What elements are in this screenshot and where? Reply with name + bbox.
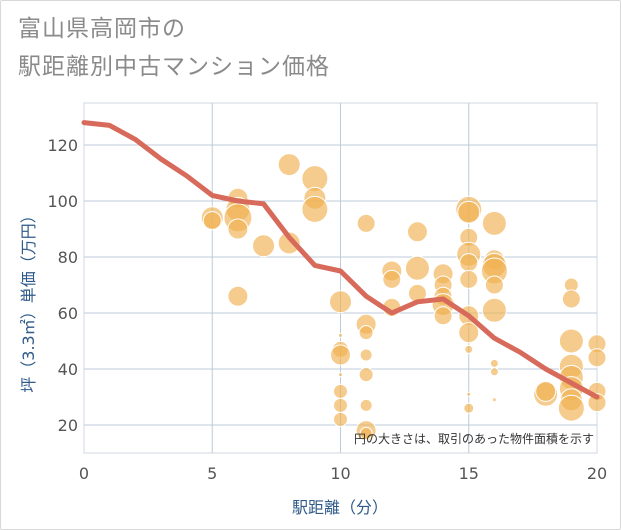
y-tick-label: 20 [58,416,78,435]
y-tick-label: 100 [47,192,78,211]
data-bubble [481,297,507,323]
bubbles [200,153,607,442]
data-bubble [404,255,430,281]
data-bubble [433,306,453,326]
data-bubble [491,397,497,403]
data-bubble [587,348,607,368]
size-annotation: 円の大きさは、取引のあった物件面積を示す [354,431,594,446]
data-bubble [329,290,352,314]
data-bubble [227,218,249,240]
x-tick-label: 10 [330,464,350,483]
data-bubble [359,398,373,412]
data-bubble [489,358,499,368]
data-bubble [277,153,301,177]
data-bubble [338,332,343,338]
data-bubble [458,322,480,344]
data-bubble [227,285,249,307]
data-bubble [382,269,402,289]
x-tick-label: 15 [459,464,479,483]
trend-line-layer [81,120,600,400]
data-bubble [466,391,472,397]
average-price-line [81,120,600,400]
chart-title-line1: 富山県高岡市の [18,16,186,42]
data-bubble [358,367,374,383]
data-bubble [464,344,474,354]
data-bubble [459,253,479,273]
data-bubble [202,211,222,231]
data-bubble [587,393,607,413]
axes: 0 5 10 15 20 20 40 60 80 100 120 [47,136,607,483]
x-tick-label: 20 [587,464,607,483]
data-bubble [338,372,343,378]
data-bubble [359,426,373,440]
data-bubble [333,397,348,413]
data-bubble [359,348,373,362]
data-bubble [457,200,481,224]
data-bubble [557,394,585,422]
y-tick-label: 60 [58,304,78,323]
data-bubble [277,231,301,255]
y-axis-label: 坪（3.3㎡）単価（万円） [19,207,38,392]
data-bubble [358,325,374,341]
chart-title-line2: 駅距離別中古マンション価格 [18,54,330,80]
data-bubble [561,289,581,309]
y-tick-label: 40 [58,360,78,379]
data-bubble [481,210,507,236]
data-bubble [484,275,504,295]
y-tick-label: 80 [58,248,78,267]
x-tick-label: 5 [207,464,217,483]
data-bubble [535,380,557,402]
data-bubble [406,221,428,243]
data-bubble [356,213,376,233]
data-bubble [333,383,348,399]
data-bubble [459,269,479,289]
data-bubble [489,367,499,377]
data-bubble [330,344,351,366]
y-tick-label: 120 [47,136,78,155]
data-bubble [252,234,276,258]
data-bubble [301,195,329,223]
data-bubble [558,328,584,354]
x-axis-label: 駅距離（分） [292,498,388,517]
data-bubble [463,402,475,414]
data-bubble [333,411,348,427]
x-tick-label: 0 [79,464,89,483]
